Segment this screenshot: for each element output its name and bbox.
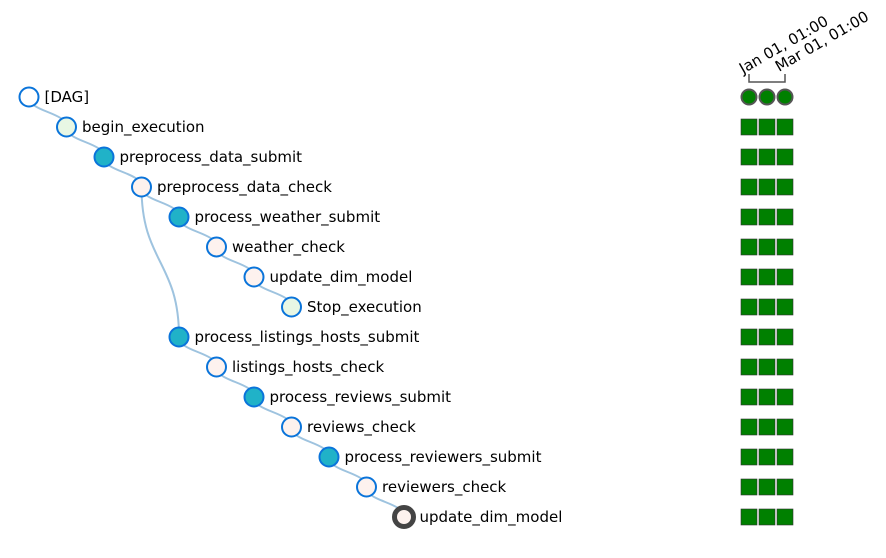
task-node[interactable]: reviews_check xyxy=(281,416,416,438)
task-instance-status[interactable] xyxy=(776,238,794,256)
task-node[interactable]: process_reviews_submit xyxy=(243,386,452,408)
task-node[interactable]: preprocess_data_submit xyxy=(93,146,303,168)
task-instance-status[interactable] xyxy=(740,358,758,376)
task-instance-status[interactable] xyxy=(740,388,758,406)
task-instance-status[interactable] xyxy=(758,358,776,376)
task-node-circle[interactable] xyxy=(243,266,265,288)
task-instance-status[interactable] xyxy=(776,268,794,286)
task-instance-status[interactable] xyxy=(740,508,758,526)
task-label[interactable]: preprocess_data_check xyxy=(157,178,332,197)
tree-edge xyxy=(140,186,180,338)
task-node[interactable]: Stop_execution xyxy=(281,296,422,318)
task-instance-status[interactable] xyxy=(776,388,794,406)
task-instance-status[interactable] xyxy=(776,418,794,436)
tree-nodes: [DAG] begin_execution preprocess_data_subm… xyxy=(18,86,563,529)
task-instance-status[interactable] xyxy=(758,298,776,316)
task-node-circle[interactable] xyxy=(356,476,377,498)
task-label[interactable]: update_dim_model xyxy=(420,508,563,527)
dag-run-status[interactable] xyxy=(740,88,758,106)
task-instance-status[interactable] xyxy=(758,178,776,196)
task-instance-status[interactable] xyxy=(776,118,794,136)
task-instance-status[interactable] xyxy=(758,118,776,136)
task-node-circle[interactable] xyxy=(281,416,302,438)
task-instance-status[interactable] xyxy=(740,178,758,196)
task-instance-status[interactable] xyxy=(740,298,758,316)
task-node[interactable]: reviewers_check xyxy=(356,476,507,498)
task-node-circle[interactable] xyxy=(168,206,190,228)
task-instance-status[interactable] xyxy=(740,478,758,496)
task-instance-status[interactable] xyxy=(740,238,758,256)
run-date-bracket xyxy=(748,74,786,83)
task-instance-status[interactable] xyxy=(740,418,758,436)
task-node-circle[interactable] xyxy=(281,296,302,318)
task-label[interactable]: reviewers_check xyxy=(382,478,507,497)
task-node-circle[interactable] xyxy=(206,356,227,378)
task-instance-status[interactable] xyxy=(758,148,776,166)
task-node[interactable]: [DAG] xyxy=(18,86,90,108)
task-instance-status[interactable] xyxy=(758,388,776,406)
task-node-circle[interactable] xyxy=(168,326,190,348)
task-instance-status[interactable] xyxy=(740,148,758,166)
task-node[interactable]: weather_check xyxy=(206,236,345,258)
task-instance-status[interactable] xyxy=(740,448,758,466)
task-instance-status[interactable] xyxy=(758,478,776,496)
task-instance-status[interactable] xyxy=(758,328,776,346)
task-node-circle[interactable] xyxy=(318,446,340,468)
task-instance-status[interactable] xyxy=(776,358,794,376)
task-instance-status[interactable] xyxy=(740,208,758,226)
task-instance-status[interactable] xyxy=(740,268,758,286)
task-node[interactable]: process_reviewers_submit xyxy=(318,446,542,468)
task-node[interactable]: process_weather_submit xyxy=(168,206,381,228)
task-label[interactable]: Stop_execution xyxy=(307,298,422,317)
task-instance-status[interactable] xyxy=(758,508,776,526)
task-instance-status[interactable] xyxy=(776,478,794,496)
run-date-header: Jan 01, 01:00 Mar 01, 01:00 xyxy=(735,7,872,83)
task-node-circle[interactable] xyxy=(131,176,152,198)
dag-run-status[interactable] xyxy=(758,88,776,106)
task-node-circle[interactable] xyxy=(206,236,227,258)
task-instance-status[interactable] xyxy=(776,448,794,466)
task-node[interactable]: listings_hosts_check xyxy=(206,356,384,378)
task-node-circle[interactable] xyxy=(392,505,416,529)
task-label[interactable]: begin_execution xyxy=(82,118,205,137)
task-instance-status[interactable] xyxy=(758,418,776,436)
task-instance-status[interactable] xyxy=(776,208,794,226)
task-label[interactable]: reviews_check xyxy=(307,418,416,437)
task-node-circle[interactable] xyxy=(18,86,40,108)
task-label[interactable]: update_dim_model xyxy=(270,268,413,287)
task-node[interactable]: begin_execution xyxy=(56,116,205,138)
task-label[interactable]: process_weather_submit xyxy=(195,208,381,227)
task-node-circle[interactable] xyxy=(56,116,77,138)
task-instance-status[interactable] xyxy=(776,298,794,316)
task-label[interactable]: process_reviewers_submit xyxy=(345,448,542,467)
task-label[interactable]: weather_check xyxy=(232,238,345,257)
task-node-circle[interactable] xyxy=(243,386,265,408)
task-instance-status[interactable] xyxy=(776,178,794,196)
task-label[interactable]: preprocess_data_submit xyxy=(120,148,303,167)
task-instance-status[interactable] xyxy=(758,208,776,226)
task-instance-status[interactable] xyxy=(776,508,794,526)
task-node[interactable]: preprocess_data_check xyxy=(131,176,332,198)
task-instance-status[interactable] xyxy=(740,328,758,346)
task-node-circle[interactable] xyxy=(93,146,115,168)
run-status-grid xyxy=(740,88,794,526)
dag-run-status[interactable] xyxy=(776,88,794,106)
task-instance-status[interactable] xyxy=(776,148,794,166)
task-instance-status[interactable] xyxy=(758,238,776,256)
task-label[interactable]: process_listings_hosts_submit xyxy=(195,328,420,347)
task-instance-status[interactable] xyxy=(758,268,776,286)
task-instance-status[interactable] xyxy=(740,118,758,136)
task-node[interactable]: process_listings_hosts_submit xyxy=(168,326,420,348)
task-label[interactable]: [DAG] xyxy=(45,88,90,106)
task-instance-status[interactable] xyxy=(776,328,794,346)
task-node[interactable]: update_dim_model xyxy=(243,266,413,288)
task-label[interactable]: listings_hosts_check xyxy=(232,358,384,377)
task-node[interactable]: update_dim_model xyxy=(392,505,563,529)
task-instance-status[interactable] xyxy=(758,448,776,466)
task-label[interactable]: process_reviews_submit xyxy=(270,388,452,407)
